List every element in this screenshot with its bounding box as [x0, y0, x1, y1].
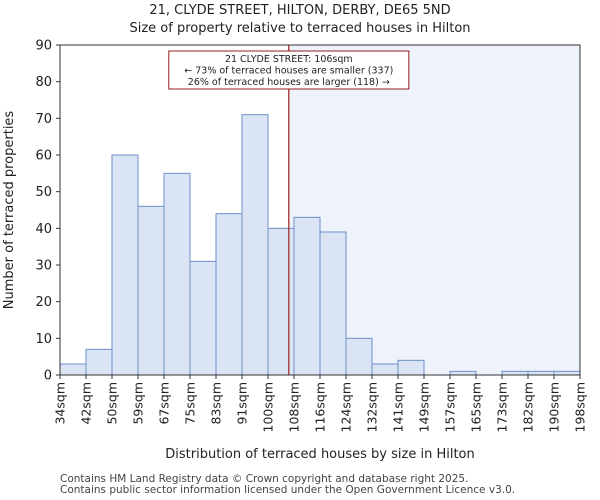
y-axis-label: Number of terraced properties [2, 111, 17, 310]
x-axis: 34sqm 42sqm 50sqm 59sqm 67sqm 75sqm 83sqm 91sqm… [53, 375, 588, 432]
x-tick-label-91sqm: 91sqm [235, 382, 250, 425]
bar-42sqm [85, 348, 113, 376]
y-tick-label-40: 40 [35, 222, 52, 237]
chart-title: 21, CLYDE STREET, HILTON, DERBY, DE65 5N… [149, 3, 451, 18]
x-tick-label-75sqm: 75sqm [183, 382, 198, 425]
x-tick-label-83sqm: 83sqm [209, 382, 224, 425]
x-tick-label-157sqm: 157sqm [443, 382, 458, 432]
bar-157sqm [449, 370, 477, 376]
annotation-line-2: ← 73% of terraced houses are smaller (33… [184, 66, 393, 77]
x-tick-label-108sqm: 108sqm [287, 382, 302, 432]
y-tick-label-50: 50 [35, 185, 52, 200]
x-axis-label: Distribution of terraced houses by size … [165, 447, 475, 462]
bar-116sqm [319, 231, 347, 376]
y-tick-label-30: 30 [35, 259, 52, 274]
bar-75sqm [189, 260, 217, 376]
annotation-box: 21 CLYDE STREET: 106sqm ← 73% of terrace… [168, 50, 410, 90]
x-tick-label-182sqm: 182sqm [521, 382, 536, 432]
x-tick-label-190sqm: 190sqm [547, 382, 562, 432]
x-tick-label-100sqm: 100sqm [261, 382, 276, 432]
x-tick-label-59sqm: 59sqm [131, 382, 146, 425]
bar-182sqm [527, 370, 555, 376]
bar-141sqm [397, 359, 425, 376]
y-tick-label-90: 90 [35, 39, 52, 54]
bar-108sqm [293, 216, 321, 376]
y-tick-label-10: 10 [35, 332, 52, 347]
bar-83sqm [215, 213, 243, 376]
x-tick-label-132sqm: 132sqm [365, 382, 380, 432]
x-tick-label-165sqm: 165sqm [469, 382, 484, 432]
x-tick-label-149sqm: 149sqm [417, 382, 432, 432]
bar-59sqm [137, 205, 165, 376]
x-tick-label-42sqm: 42sqm [79, 382, 94, 425]
bar-34sqm [59, 363, 87, 376]
bar-50sqm [111, 154, 139, 376]
annotation-border [168, 50, 410, 90]
bar-124sqm [345, 337, 373, 376]
x-tick-label-116sqm: 116sqm [313, 382, 328, 432]
y-tick-label-70: 70 [35, 112, 52, 127]
footer-line-2: Contains public sector information licen… [60, 484, 516, 496]
bars-group [59, 114, 581, 376]
y-tick-label-60: 60 [35, 149, 52, 164]
footer-line-1: Contains HM Land Registry data © Crown c… [60, 473, 469, 485]
bar-100sqm [267, 227, 295, 376]
annotation-line-3: 26% of terraced houses are larger (118) … [188, 77, 390, 88]
bar-173sqm [501, 370, 529, 376]
annotation-line-1: 21 CLYDE STREET: 106sqm [225, 54, 353, 65]
bar-132sqm [371, 363, 399, 376]
x-tick-label-34sqm: 34sqm [53, 382, 68, 425]
y-axis: 0 10 20 30 40 50 60 70 80 90 [35, 39, 60, 384]
x-tick-label-124sqm: 124sqm [339, 382, 354, 432]
y-tick-label-0: 0 [44, 369, 52, 384]
y-tick-label-80: 80 [35, 75, 52, 90]
x-tick-label-50sqm: 50sqm [105, 382, 120, 425]
x-tick-label-198sqm: 198sqm [573, 382, 588, 432]
x-tick-label-141sqm: 141sqm [391, 382, 406, 432]
x-tick-label-173sqm: 173sqm [495, 382, 510, 432]
x-tick-label-67sqm: 67sqm [157, 382, 172, 425]
chart-subtitle: Size of property relative to terraced ho… [129, 21, 471, 36]
y-tick-label-20: 20 [35, 295, 52, 310]
bar-190sqm [553, 370, 581, 376]
bar-67sqm [163, 172, 191, 376]
bar-91sqm [241, 114, 269, 376]
